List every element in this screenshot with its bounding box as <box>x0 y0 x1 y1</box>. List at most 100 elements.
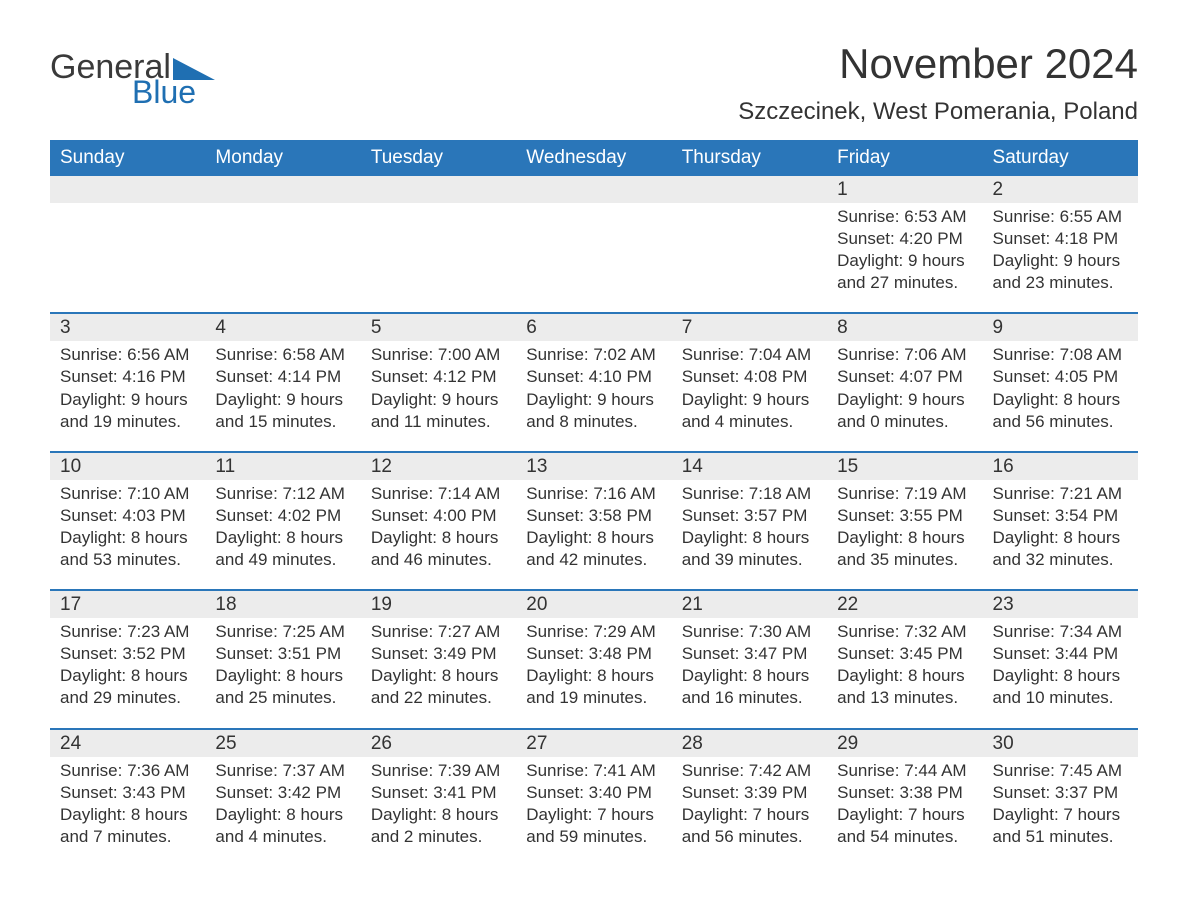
day-cell: 22Sunrise: 7:32 AMSunset: 3:45 PMDayligh… <box>827 591 982 727</box>
day-cell: 5Sunrise: 7:00 AMSunset: 4:12 PMDaylight… <box>361 314 516 450</box>
day-info-line: Daylight: 9 hours <box>371 389 506 411</box>
empty-day-number <box>672 176 827 203</box>
day-info: Sunrise: 7:36 AMSunset: 3:43 PMDaylight:… <box>50 757 205 866</box>
header: General Blue November 2024 Szczecinek, W… <box>50 40 1138 126</box>
day-cell: 23Sunrise: 7:34 AMSunset: 3:44 PMDayligh… <box>983 591 1138 727</box>
day-number: 13 <box>516 453 671 480</box>
day-info-line: and 0 minutes. <box>837 411 972 433</box>
day-number: 22 <box>827 591 982 618</box>
day-info-line: Sunrise: 6:56 AM <box>60 344 195 366</box>
day-info-line: Daylight: 8 hours <box>215 804 350 826</box>
day-number: 8 <box>827 314 982 341</box>
day-number: 15 <box>827 453 982 480</box>
day-info-line: Sunrise: 7:02 AM <box>526 344 661 366</box>
day-cell: 20Sunrise: 7:29 AMSunset: 3:48 PMDayligh… <box>516 591 671 727</box>
day-info-line: and 13 minutes. <box>837 687 972 709</box>
empty-day-number <box>516 176 671 203</box>
day-info-line: and 4 minutes. <box>682 411 817 433</box>
day-cell <box>672 176 827 312</box>
week-row: 24Sunrise: 7:36 AMSunset: 3:43 PMDayligh… <box>50 728 1138 866</box>
day-info-line: Sunset: 3:42 PM <box>215 782 350 804</box>
day-number: 9 <box>983 314 1138 341</box>
day-info-line: Daylight: 8 hours <box>837 527 972 549</box>
day-number: 5 <box>361 314 516 341</box>
day-info-line: and 25 minutes. <box>215 687 350 709</box>
day-info: Sunrise: 7:29 AMSunset: 3:48 PMDaylight:… <box>516 618 671 727</box>
day-cell: 26Sunrise: 7:39 AMSunset: 3:41 PMDayligh… <box>361 730 516 866</box>
day-info-line: Daylight: 8 hours <box>371 804 506 826</box>
day-info-line: Daylight: 9 hours <box>837 389 972 411</box>
day-info-line: Sunrise: 7:41 AM <box>526 760 661 782</box>
day-number: 19 <box>361 591 516 618</box>
day-info-line: Sunset: 4:14 PM <box>215 366 350 388</box>
day-info-line: Sunset: 4:16 PM <box>60 366 195 388</box>
day-info-line: Sunrise: 7:10 AM <box>60 483 195 505</box>
day-info-line: Sunset: 3:44 PM <box>993 643 1128 665</box>
day-info-line: Sunset: 3:58 PM <box>526 505 661 527</box>
day-info-line: Daylight: 9 hours <box>682 389 817 411</box>
day-info-line: Daylight: 8 hours <box>215 665 350 687</box>
day-info-line: Daylight: 8 hours <box>993 527 1128 549</box>
day-info-line: and 2 minutes. <box>371 826 506 848</box>
day-info-line: Daylight: 7 hours <box>682 804 817 826</box>
day-info-line: and 22 minutes. <box>371 687 506 709</box>
day-cell: 14Sunrise: 7:18 AMSunset: 3:57 PMDayligh… <box>672 453 827 589</box>
day-cell: 1Sunrise: 6:53 AMSunset: 4:20 PMDaylight… <box>827 176 982 312</box>
day-number: 27 <box>516 730 671 757</box>
day-number: 21 <box>672 591 827 618</box>
month-title: November 2024 <box>738 40 1138 88</box>
day-cell: 6Sunrise: 7:02 AMSunset: 4:10 PMDaylight… <box>516 314 671 450</box>
day-info-line: and 39 minutes. <box>682 549 817 571</box>
day-info-line: and 16 minutes. <box>682 687 817 709</box>
weekday-header: Tuesday <box>361 140 516 176</box>
day-info: Sunrise: 7:41 AMSunset: 3:40 PMDaylight:… <box>516 757 671 866</box>
day-number: 16 <box>983 453 1138 480</box>
week-row: 3 Sunrise: 6:56 AMSunset: 4:16 PM Daylight… <box>50 312 1138 450</box>
day-info: Sunrise: 7:42 AMSunset: 3:39 PMDaylight:… <box>672 757 827 866</box>
day-info: Sunrise: 7:16 AMSunset: 3:58 PMDaylight:… <box>516 480 671 589</box>
day-info-line: Sunrise: 6:53 AM <box>837 206 972 228</box>
weekday-header: Friday <box>827 140 982 176</box>
day-info-line: Sunset: 3:45 PM <box>837 643 972 665</box>
day-info-line: Sunrise: 6:55 AM <box>993 206 1128 228</box>
day-info-line: Sunrise: 7:08 AM <box>993 344 1128 366</box>
day-number: 1 <box>827 176 982 203</box>
day-cell: 21Sunrise: 7:30 AMSunset: 3:47 PMDayligh… <box>672 591 827 727</box>
day-info-line: Sunset: 3:52 PM <box>60 643 195 665</box>
day-info-line: Sunset: 3:37 PM <box>993 782 1128 804</box>
weekday-header: Sunday <box>50 140 205 176</box>
day-number: 3 <box>50 314 205 341</box>
day-number: 18 <box>205 591 360 618</box>
day-cell: 12Sunrise: 7:14 AMSunset: 4:00 PMDayligh… <box>361 453 516 589</box>
day-info: Sunrise: 7:06 AMSunset: 4:07 PMDaylight:… <box>827 341 982 450</box>
day-info-line: Sunrise: 7:29 AM <box>526 621 661 643</box>
day-info-line: and 29 minutes. <box>60 687 195 709</box>
empty-day-number <box>205 176 360 203</box>
day-cell: 13Sunrise: 7:16 AMSunset: 3:58 PMDayligh… <box>516 453 671 589</box>
empty-day-number <box>50 176 205 203</box>
day-info-line: Sunrise: 7:06 AM <box>837 344 972 366</box>
day-info-line: and 49 minutes. <box>215 549 350 571</box>
day-info-line: Daylight: 8 hours <box>993 389 1128 411</box>
day-info-line: Sunset: 3:38 PM <box>837 782 972 804</box>
day-info-line: and 56 minutes. <box>993 411 1128 433</box>
day-info-line: Sunrise: 7:37 AM <box>215 760 350 782</box>
day-info: Sunrise: 7:00 AMSunset: 4:12 PMDaylight:… <box>361 341 516 450</box>
day-info: Sunrise: 7:25 AMSunset: 3:51 PMDaylight:… <box>205 618 360 727</box>
day-cell: 11Sunrise: 7:12 AMSunset: 4:02 PMDayligh… <box>205 453 360 589</box>
day-number: 20 <box>516 591 671 618</box>
day-info-line: Sunset: 4:07 PM <box>837 366 972 388</box>
day-number: 25 <box>205 730 360 757</box>
day-info: Sunrise: 7:19 AMSunset: 3:55 PMDaylight:… <box>827 480 982 589</box>
day-number: 26 <box>361 730 516 757</box>
day-info: Sunrise: 6:58 AMSunset: 4:14 PMDaylight:… <box>205 341 360 450</box>
day-info-line: and 19 minutes. <box>60 411 195 433</box>
day-info: Sunrise: 7:39 AMSunset: 3:41 PMDaylight:… <box>361 757 516 866</box>
day-info-line: Sunrise: 7:39 AM <box>371 760 506 782</box>
day-number: 2 <box>983 176 1138 203</box>
day-info-line: and 56 minutes. <box>682 826 817 848</box>
day-info-line: Sunset: 3:40 PM <box>526 782 661 804</box>
day-info-line: and 19 minutes. <box>526 687 661 709</box>
day-info-line: Sunset: 4:00 PM <box>371 505 506 527</box>
day-cell: 7Sunrise: 7:04 AMSunset: 4:08 PMDaylight… <box>672 314 827 450</box>
